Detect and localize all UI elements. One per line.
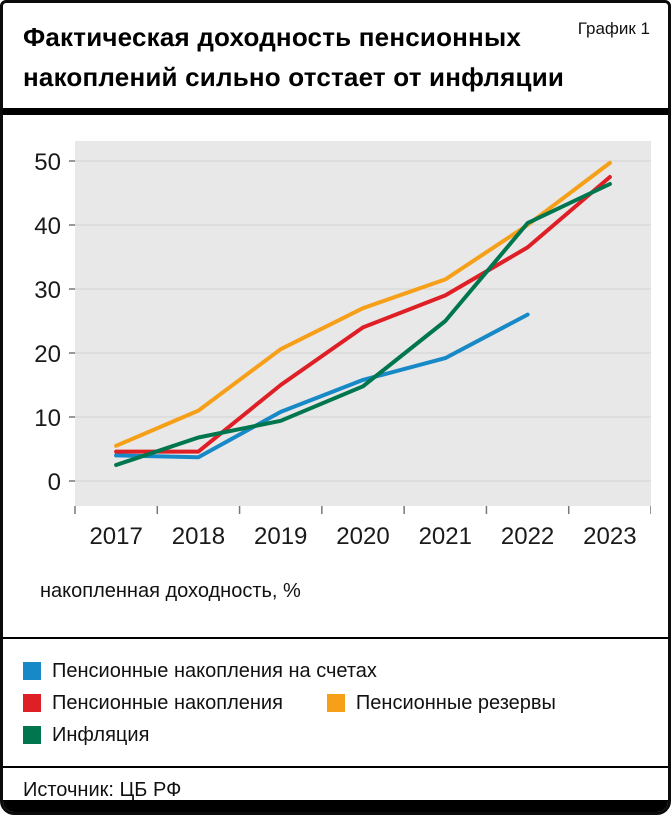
legend-swatch-green xyxy=(23,726,41,745)
source-note: Источник: ЦБ РФ xyxy=(23,778,182,801)
legend-label: Пенсионные накопления на счетах xyxy=(52,659,377,682)
legend-label: Пенсионные накопления xyxy=(52,691,283,714)
legend-swatch-blue xyxy=(23,662,41,681)
source-top-divider xyxy=(3,765,668,768)
x-tick-label: 2023 xyxy=(583,523,636,550)
x-tick-label: 2019 xyxy=(254,523,307,550)
header-divider xyxy=(3,107,668,115)
x-tick-label: 2022 xyxy=(501,523,554,550)
y-tick-label: 10 xyxy=(34,405,61,432)
legend-item-inflation: Инфляция xyxy=(23,724,149,747)
x-tick-label: 2017 xyxy=(89,523,142,550)
y-tick-label: 20 xyxy=(34,341,61,368)
legend-row: Пенсионные накопления Пенсионные резервы xyxy=(23,692,648,715)
legend-row: Инфляция xyxy=(23,724,648,747)
x-tick-label: 2020 xyxy=(336,523,389,550)
legend-item-pension-savings-accounts: Пенсионные накопления на счетах xyxy=(23,660,377,683)
series-line-1 xyxy=(114,174,612,454)
legend-swatch-orange xyxy=(326,694,345,713)
legend-top-divider xyxy=(3,636,668,639)
series-line-3 xyxy=(114,181,612,467)
y-tick-label: 30 xyxy=(34,277,61,304)
legend-item-pension-reserves: Пенсионные резервы xyxy=(326,691,556,715)
legend-row: Пенсионные накопления на счетах xyxy=(23,660,648,683)
legend-label: Пенсионные резервы xyxy=(355,691,556,714)
x-tick-label: 2018 xyxy=(172,523,225,550)
legend: Пенсионные накопления на счетах Пенсионн… xyxy=(3,639,668,766)
axis-note: накопленная доходность, % xyxy=(40,579,301,602)
legend-item-pension-savings: Пенсионные накопления xyxy=(23,692,283,715)
x-tick-label: 2021 xyxy=(419,523,472,550)
legend-swatch-red xyxy=(23,694,41,713)
y-tick-label: 40 xyxy=(34,213,61,240)
page-title: Фактическая доходность пенсионных накопл… xyxy=(23,17,648,98)
series-line-0 xyxy=(114,312,530,459)
y-tick-label: 50 xyxy=(34,149,61,176)
line-chart: 0 10 20 30 40 50 2017 2018 2019 2020 2021 2022 2023 xyxy=(20,140,652,558)
page-title-line2: накоплений сильно отстает от инфляции xyxy=(23,62,565,93)
chart-svg: 0 10 20 30 40 50 2017 2018 2019 2020 2021 2022 2023 xyxy=(34,140,652,550)
y-tick-label: 0 xyxy=(48,469,61,496)
chart-section: 0 10 20 30 40 50 2017 2018 2019 2020 2021 2022 2023 … xyxy=(3,115,668,603)
legend-label: Инфляция xyxy=(52,723,150,746)
page-title-line1: Фактическая доходность пенсионных xyxy=(23,22,522,52)
bottom-bar xyxy=(3,800,668,812)
header: Фактическая доходность пенсионных накопл… xyxy=(3,3,668,108)
chart-number-label: График 1 xyxy=(577,19,650,38)
